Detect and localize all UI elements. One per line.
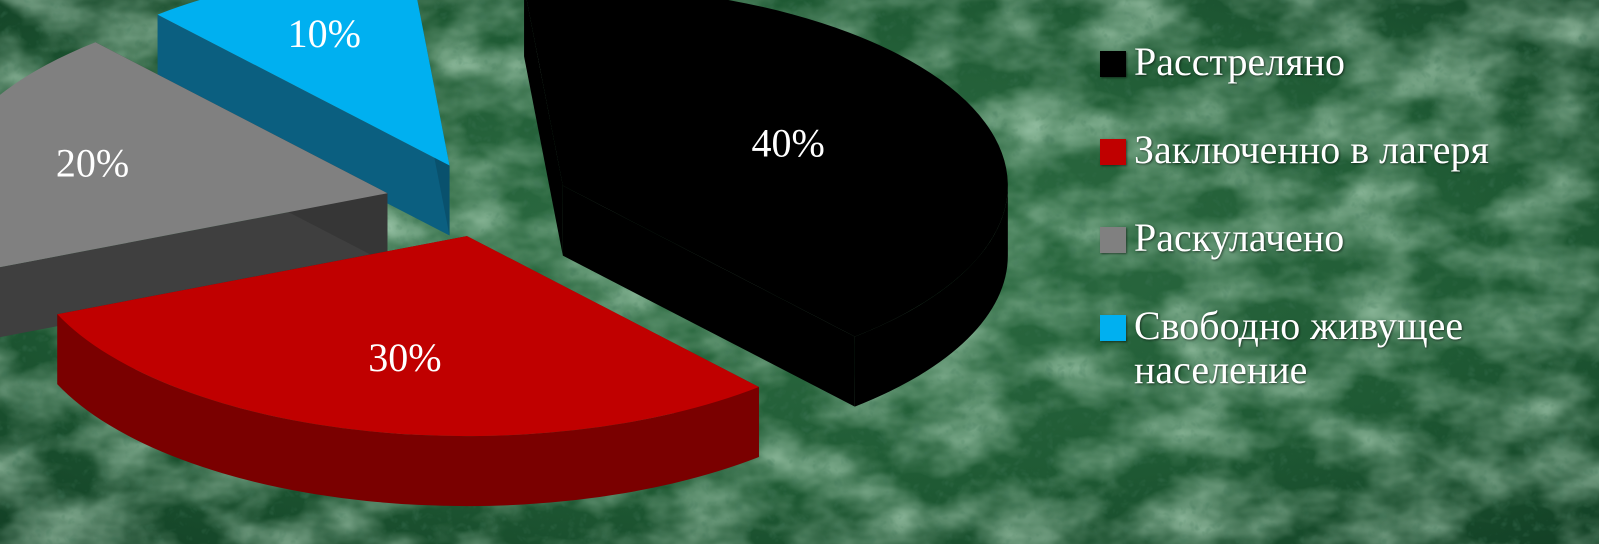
legend-label-shot: Расстреляно [1134,39,1345,84]
pie-slice-wall-0-0 [524,0,563,256]
pie-slice-top-1 [57,236,759,437]
pie-slice-2 [0,42,388,338]
pie-slice-wall-0-1 [562,185,855,407]
pie-label-0: 40% [751,121,824,166]
pie-labels: 10% 40% 20% 30% [56,11,825,380]
pie-slice-wall-2-0 [0,193,388,338]
pie-slice-top-0 [526,0,1008,337]
pie-slice-top-2 [0,42,388,268]
pie-label-2: 20% [56,141,129,186]
legend-swatch-dekulakized [1100,227,1126,253]
legend-label-dekulakized: Раскулачено [1134,215,1345,260]
pie-label-3: 10% [288,11,361,56]
legend-label-camps: Заключенно в лагеря [1134,127,1489,172]
legend-swatch-free [1100,315,1126,341]
pie-slice-0 [524,0,1008,407]
legend-item-free: Свободно живущее население [1100,304,1595,392]
legend-swatch-shot [1100,51,1126,77]
pie-slice-wall-3-0 [157,14,450,236]
pie-label-1: 30% [368,335,441,380]
legend-swatch-camps [1100,139,1126,165]
pie-slice-outer-wall-1-0 [57,314,759,507]
pie-slice-3 [157,0,450,236]
pie-slice-outer-wall-0-0 [854,185,1008,407]
legend-item-dekulakized: Раскулачено [1100,216,1595,260]
pie-slice-top-3 [157,0,450,166]
pie-slice-1 [57,236,759,507]
legend: Расстреляно Заключенно в лагеря Раскулач… [1100,40,1595,436]
legend-item-camps: Заключенно в лагеря [1100,128,1595,172]
pie-slices [0,0,1008,507]
legend-label-free: Свободно живущее население [1134,303,1464,392]
legend-item-shot: Расстреляно [1100,40,1595,84]
